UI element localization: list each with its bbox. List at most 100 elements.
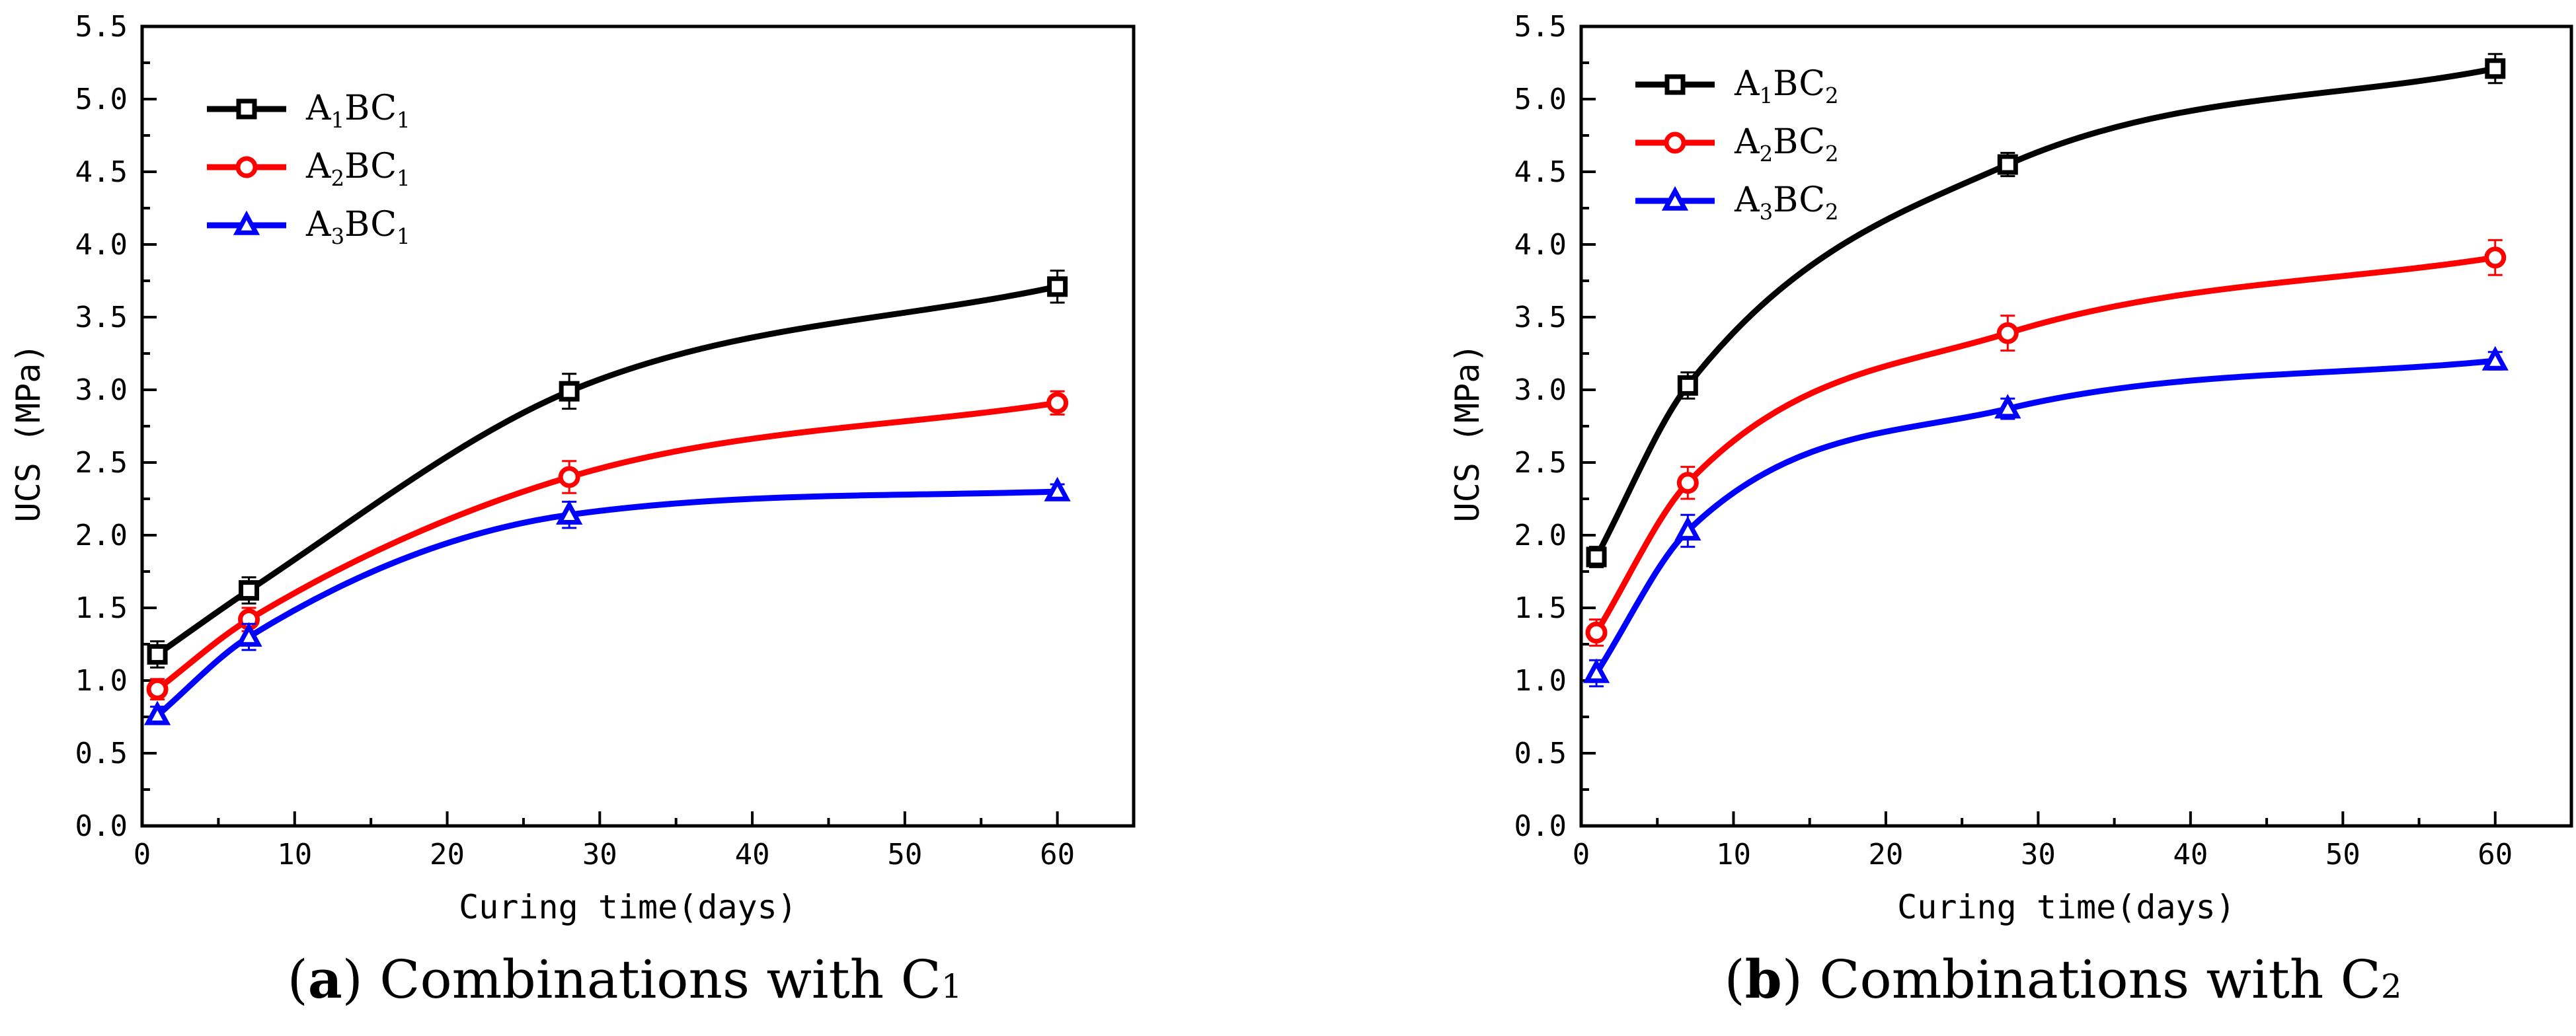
- panel-b-point-A3BC2: [1674, 516, 1701, 541]
- panel-b-y-tick-label: 5.5: [1514, 10, 1567, 44]
- panel-b-y-tick-label: 3.5: [1514, 301, 1567, 334]
- panel-a-point-A1BC1: [147, 644, 168, 665]
- panel-b-plot-frame: [1579, 24, 2573, 828]
- panel-a-line-A2BC1: [155, 400, 1058, 692]
- panel-a-y-tick-label: 0.0: [75, 809, 128, 843]
- panel-a-legend-label: A3BC1: [305, 205, 410, 249]
- panel-b-point-A2BC2: [1676, 472, 1699, 494]
- panel-a-legend-A2BC1: A2BC1: [207, 147, 410, 191]
- panel-a-point-A2BC1: [1046, 392, 1069, 414]
- panel-a-x-tick-label: 40: [735, 838, 770, 871]
- panel-b-caption: (b) Combinations with C2: [1725, 948, 2402, 1010]
- panel-a-y-tick-label: 0.5: [75, 737, 128, 770]
- panel-b-legend-label: A2BC2: [1734, 122, 1839, 166]
- panel-b-y-tick-label: 5.0: [1514, 83, 1567, 116]
- panel-b-point-A3BC2: [2481, 346, 2509, 371]
- panel-a-legend-label: A1BC1: [305, 89, 410, 133]
- panel-a-caption: (a) Combinations with C1: [288, 948, 962, 1010]
- panel-b-point-A1BC2: [1997, 154, 2018, 175]
- panel-a-legend-marker: [235, 156, 258, 178]
- panel-a-x-tick-label: 50: [887, 838, 922, 871]
- panel-a-x-tick-label: 10: [277, 838, 312, 871]
- panel-b-line-A3BC2: [1594, 357, 2496, 675]
- panel-b-y-tick-label: 4.5: [1514, 155, 1567, 189]
- panel-a-x-tick-label: 60: [1040, 838, 1075, 871]
- panel-a-legend-marker: [233, 210, 260, 235]
- panel-a-line-A1BC1: [155, 283, 1058, 657]
- panel-b-y-tick-label: 2.5: [1514, 446, 1567, 480]
- panel-a-y-axis-label: UCS (MPa): [9, 344, 48, 523]
- panel-b-y-axis-label: UCS (MPa): [1448, 344, 1487, 523]
- panel-b-legend-label: A1BC2: [1734, 64, 1839, 108]
- panel-b-y-tick-label: 3.0: [1514, 373, 1567, 407]
- panel-a-series-A2BC1: [146, 390, 1069, 701]
- panel-b-point-A1BC2: [1677, 375, 1698, 396]
- panel-a-point-A1BC1: [559, 381, 580, 402]
- panel-b: 0 10 20 30 40 50 60 0.0 0.5 1.0 1.5 2.0 2.5 3.0 3.5 4.0…: [1448, 10, 2573, 1010]
- panel-b-legend-marker: [1664, 74, 1686, 95]
- panel-b-x-tick-label: 30: [2021, 838, 2056, 871]
- panel-b-point-A1BC2: [1586, 546, 1607, 568]
- panel-b-x-tick-label: 0: [1573, 838, 1590, 871]
- panel-b-point-A2BC2: [1996, 322, 2019, 344]
- panel-b-point-A3BC2: [1582, 658, 1610, 683]
- panel-b-legend-label: A3BC2: [1734, 180, 1839, 225]
- panel-a-x-tick-label: 30: [582, 838, 617, 871]
- panel-a-point-A1BC1: [239, 580, 260, 601]
- panel-a-y-tick-label: 1.0: [75, 664, 128, 698]
- panel-b-series-A2BC2: [1585, 239, 2507, 647]
- panel-a-line-A3BC1: [155, 488, 1058, 718]
- panel-a-series-A3BC1: [143, 476, 1071, 725]
- panel-a-y-tick-label: 4.5: [75, 155, 128, 189]
- panel-a-point-A2BC1: [558, 466, 580, 488]
- panel-b-point-A1BC2: [2485, 58, 2506, 79]
- panel-b-point-A3BC2: [1994, 394, 2021, 419]
- panel-a-y-tick-label: 1.5: [75, 591, 128, 625]
- panel-b-legend-A1BC2: A1BC2: [1635, 64, 1839, 108]
- panel-a-legend-marker: [236, 98, 257, 120]
- panel-b-point-A2BC2: [2484, 246, 2507, 269]
- panel-b-y-tick-label: 1.0: [1514, 664, 1567, 698]
- panel-a-y-tick-label: 5.5: [75, 10, 128, 44]
- panel-b-legend-marker: [1664, 131, 1686, 154]
- panel-a-point-A3BC1: [143, 700, 171, 725]
- panel-b-legend-A3BC2: A3BC2: [1635, 180, 1839, 225]
- panel-a-legend-A1BC1: A1BC1: [207, 89, 410, 133]
- panel-a-point-A3BC1: [1044, 476, 1071, 501]
- panel-a-point-A3BC1: [235, 622, 262, 647]
- panel-a-x-tick-label: 0: [134, 838, 151, 871]
- panel-a-x-axis-label: Curing time(days): [459, 888, 797, 926]
- panel-a-y-tick-label: 3.0: [75, 373, 128, 407]
- panel-b-y-tick-label: 2.0: [1514, 519, 1567, 552]
- panel-a-y-tick-label: 3.5: [75, 301, 128, 334]
- panel-a-series-A1BC1: [147, 270, 1068, 669]
- panel-b-y-tick-label: 0.5: [1514, 737, 1567, 770]
- panel-b-line-A1BC2: [1594, 65, 2496, 559]
- panel-a-point-A1BC1: [1047, 276, 1068, 297]
- panel-b-y-tick-label: 1.5: [1514, 591, 1567, 625]
- panel-b-x-tick-label: 50: [2325, 838, 2361, 871]
- panel-b-series-A1BC2: [1586, 53, 2506, 568]
- panel-a-x-tick-label: 20: [430, 838, 465, 871]
- panel-b-y-tick-label: 0.0: [1514, 809, 1567, 843]
- panel-a-plot-frame: [140, 24, 1136, 828]
- panel-a-y-tick-label: 2.0: [75, 519, 128, 552]
- panel-a-y-tick-label: 2.5: [75, 446, 128, 480]
- panel-b-legend-A2BC2: A2BC2: [1635, 122, 1839, 166]
- panel-b-y-tick-label: 4.0: [1514, 228, 1567, 262]
- panel-b-x-tick-label: 20: [1868, 838, 1903, 871]
- panel-a-point-A3BC1: [556, 500, 583, 525]
- panel-a-legend-A3BC1: A3BC1: [207, 205, 410, 249]
- panel-b-point-A2BC2: [1585, 621, 1608, 644]
- panel-b-line-A2BC2: [1594, 254, 2496, 634]
- panel-b-x-tick-label: 40: [2173, 838, 2208, 871]
- panel-a-legend-label: A2BC1: [305, 147, 410, 191]
- panel-b-x-tick-label: 60: [2478, 838, 2513, 871]
- panel-b-x-tick-label: 10: [1716, 838, 1751, 871]
- panel-a: 0 10 20 30 40 50 60 0.0 0.5 1.0 1.5 2.0 2.5 3.0 3.5 4.0…: [9, 10, 1136, 1010]
- panel-b-series-A3BC2: [1582, 346, 2509, 688]
- panel-b-x-axis-label: Curing time(days): [1897, 888, 2236, 926]
- panel-a-point-A2BC1: [146, 678, 169, 700]
